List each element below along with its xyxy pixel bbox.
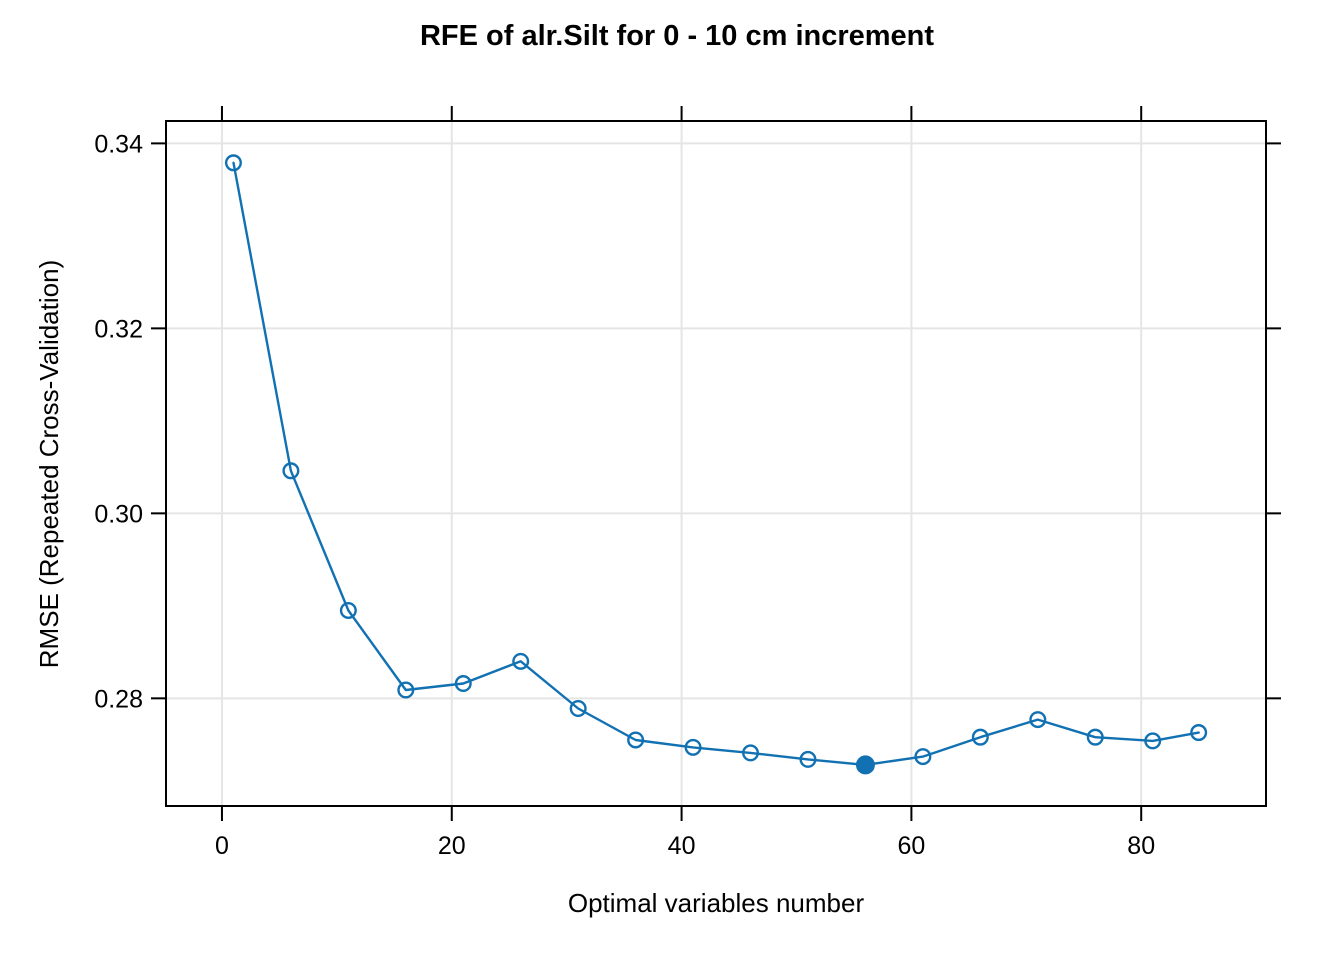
- data-point-marker: [684, 738, 702, 756]
- data-point-marker: [627, 731, 645, 749]
- y-tick-label: 0.32: [94, 315, 143, 343]
- data-point-marker: [742, 744, 760, 762]
- y-tick-label: 0.30: [94, 500, 143, 528]
- data-point-marker: [569, 700, 587, 718]
- chart-title: RFE of alr.Silt for 0 - 10 cm increment: [420, 20, 934, 52]
- x-tick-label: 40: [668, 832, 696, 860]
- data-point-marker: [799, 750, 817, 768]
- selected-point-marker: [855, 755, 875, 775]
- y-axis-label: RMSE (Repeated Cross-Validation): [34, 260, 64, 668]
- data-point-marker: [512, 652, 530, 670]
- axis-ticks: [151, 106, 1281, 821]
- data-point-marker: [914, 748, 932, 766]
- data-point-marker: [339, 601, 357, 619]
- data-point-marker: [282, 462, 300, 480]
- data-point-marker: [454, 675, 472, 693]
- data-point-marker: [1190, 724, 1208, 742]
- data-point-marker: [1086, 728, 1104, 746]
- data-series: [224, 154, 1208, 775]
- y-tick-label: 0.28: [94, 685, 143, 713]
- y-tick-label: 0.34: [94, 130, 143, 158]
- x-tick-label: 80: [1127, 832, 1155, 860]
- data-point-marker: [224, 154, 242, 172]
- series-line: [232, 161, 1200, 767]
- y-tick-labels: 0.28 0.30 0.32 0.34: [94, 130, 143, 713]
- x-axis-label: Optimal variables number: [568, 888, 865, 918]
- x-tick-label: 20: [438, 832, 466, 860]
- x-tick-label: 60: [897, 832, 925, 860]
- data-point-marker: [397, 681, 415, 699]
- plot-border: [165, 120, 1267, 807]
- x-tick-labels: 0 20 40 60 80: [215, 832, 1155, 860]
- data-point-marker: [1144, 732, 1162, 750]
- data-point-marker: [1029, 711, 1047, 729]
- gridlines: [166, 121, 1266, 806]
- x-tick-label: 0: [215, 832, 229, 860]
- data-point-marker: [971, 728, 989, 746]
